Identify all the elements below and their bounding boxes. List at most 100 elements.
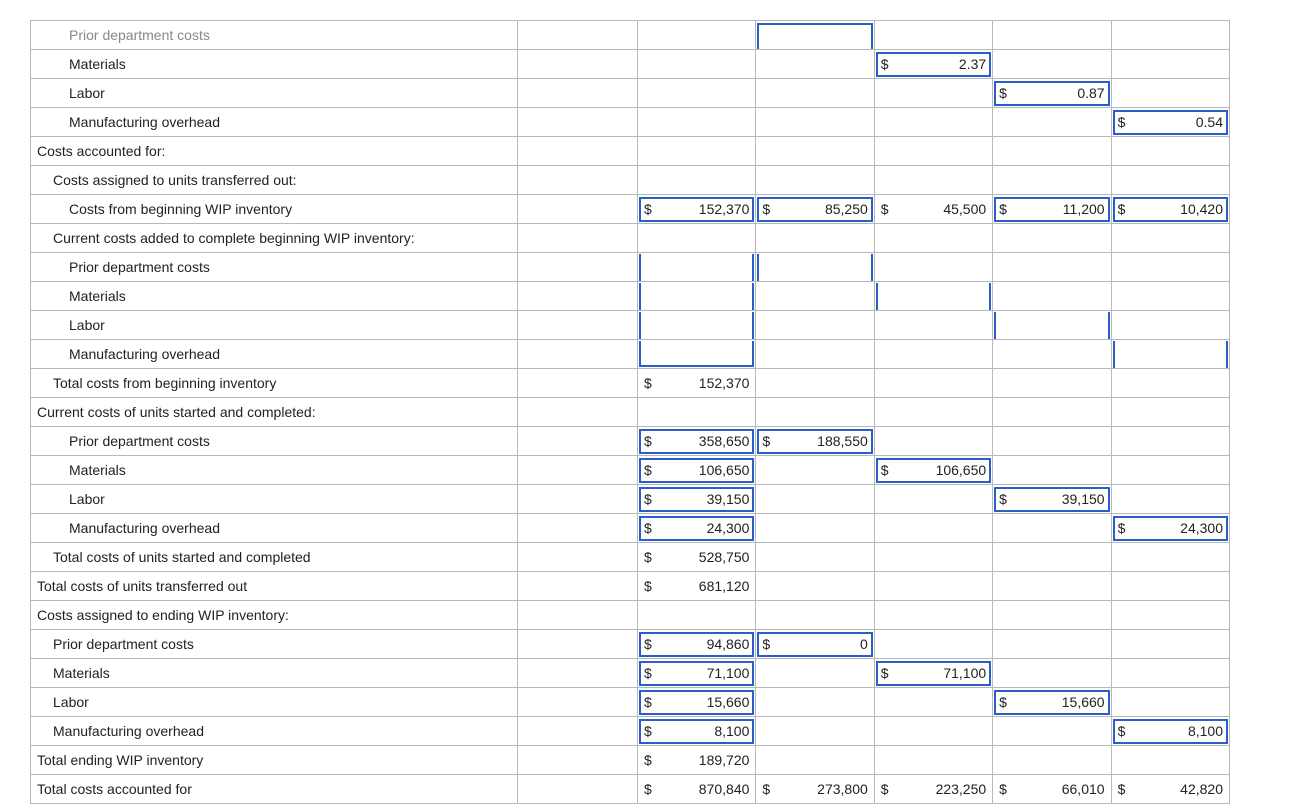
value-cell [756,224,874,253]
value-cell [874,166,992,195]
spacer-cell [517,514,637,543]
value-cell[interactable]: $188,550 [756,427,874,456]
currency-symbol: $ [644,201,652,217]
cell-value: 870,840 [699,781,750,797]
value-cell[interactable]: $2.37 [874,50,992,79]
value-cell[interactable] [638,253,756,282]
value-cell [874,630,992,659]
row-label: Materials [31,659,518,688]
value-cell[interactable]: $15,660 [638,688,756,717]
spacer-cell [517,659,637,688]
table-row: Total costs of units started and complet… [31,543,1230,572]
edit-border [639,312,754,339]
value-cell [874,572,992,601]
cell-value: 10,420 [1180,201,1223,217]
row-label: Prior department costs [31,630,518,659]
table-row: Manufacturing overhead $8,100 $8,100 [31,717,1230,746]
cell-value: 681,120 [699,578,750,594]
edit-border [639,283,754,310]
value-cell[interactable]: $0.54 [1111,108,1229,137]
value-cell[interactable]: $71,100 [874,659,992,688]
value-cell[interactable]: $0.87 [993,79,1111,108]
value-cell[interactable] [638,340,756,369]
value-cell [993,166,1111,195]
value-cell [993,398,1111,427]
spacer-cell [517,166,637,195]
spacer-cell [517,369,637,398]
cell-value: 0.54 [1196,114,1223,130]
value-cell [874,253,992,282]
value-cell[interactable]: $71,100 [638,659,756,688]
row-label: Materials [31,50,518,79]
row-label: Total ending WIP inventory [31,746,518,775]
spacer-cell [517,398,637,427]
value-cell [756,369,874,398]
value-cell [756,50,874,79]
value-cell[interactable] [756,253,874,282]
value-cell[interactable] [874,282,992,311]
value-cell[interactable] [993,311,1111,340]
value-cell [874,369,992,398]
table-row: Labor$15,660$15,660 [31,688,1230,717]
row-label: Prior department costs [31,21,518,50]
value-cell[interactable] [638,282,756,311]
value-cell[interactable]: $358,650 [638,427,756,456]
spacer-cell [517,253,637,282]
table-row: Current costs of units started and compl… [31,398,1230,427]
edit-border [639,341,754,367]
row-label: Current costs of units started and compl… [31,398,518,427]
value-cell[interactable]: $106,650 [638,456,756,485]
row-label: Prior department costs [31,253,518,282]
row-label: Total costs from beginning inventory [31,369,518,398]
currency-symbol: $ [762,201,770,217]
row-label: Manufacturing overhead [31,717,518,746]
value-cell [1111,311,1229,340]
value-cell [638,50,756,79]
value-cell [993,514,1111,543]
value-cell[interactable]: $94,860 [638,630,756,659]
value-cell [638,137,756,166]
currency-symbol: $ [881,462,889,478]
cell-value: 0.87 [1077,85,1104,101]
value-cell [756,456,874,485]
spacer-cell [517,746,637,775]
value-cell [1111,746,1229,775]
value-cell[interactable]: $8,100 [638,717,756,746]
table-row: Prior department costs $94,860$0 [31,630,1230,659]
value-cell [993,282,1111,311]
value-cell[interactable]: $10,420 [1111,195,1229,224]
value-cell [1111,456,1229,485]
row-label: Materials [31,456,518,485]
value-cell[interactable]: $85,250 [756,195,874,224]
value-cell[interactable]: $39,150 [638,485,756,514]
value-cell[interactable] [756,21,874,50]
value-cell[interactable]: $15,660 [993,688,1111,717]
value-cell [993,601,1111,630]
value-cell[interactable] [638,311,756,340]
value-cell [756,485,874,514]
spacer-cell [517,485,637,514]
value-cell[interactable]: $152,370 [638,195,756,224]
value-cell [1111,50,1229,79]
value-cell [638,601,756,630]
cell-value: 152,370 [699,201,750,217]
table-row: Labor [31,311,1230,340]
currency-symbol: $ [644,781,652,797]
value-cell [993,108,1111,137]
spacer-cell [517,601,637,630]
value-cell[interactable]: $24,300 [1111,514,1229,543]
value-cell[interactable]: $106,650 [874,456,992,485]
value-cell [993,253,1111,282]
value-cell[interactable]: $39,150 [993,485,1111,514]
value-cell[interactable]: $24,300 [638,514,756,543]
value-cell[interactable]: $0 [756,630,874,659]
cell-value: 45,500 [943,201,986,217]
table-row: Total costs of units transferred out$681… [31,572,1230,601]
value-cell[interactable]: $8,100 [1111,717,1229,746]
value-cell: $152,370 [638,369,756,398]
value-cell [874,137,992,166]
value-cell[interactable]: $11,200 [993,195,1111,224]
value-cell [993,224,1111,253]
value-cell[interactable] [1111,340,1229,369]
spacer-cell [517,340,637,369]
